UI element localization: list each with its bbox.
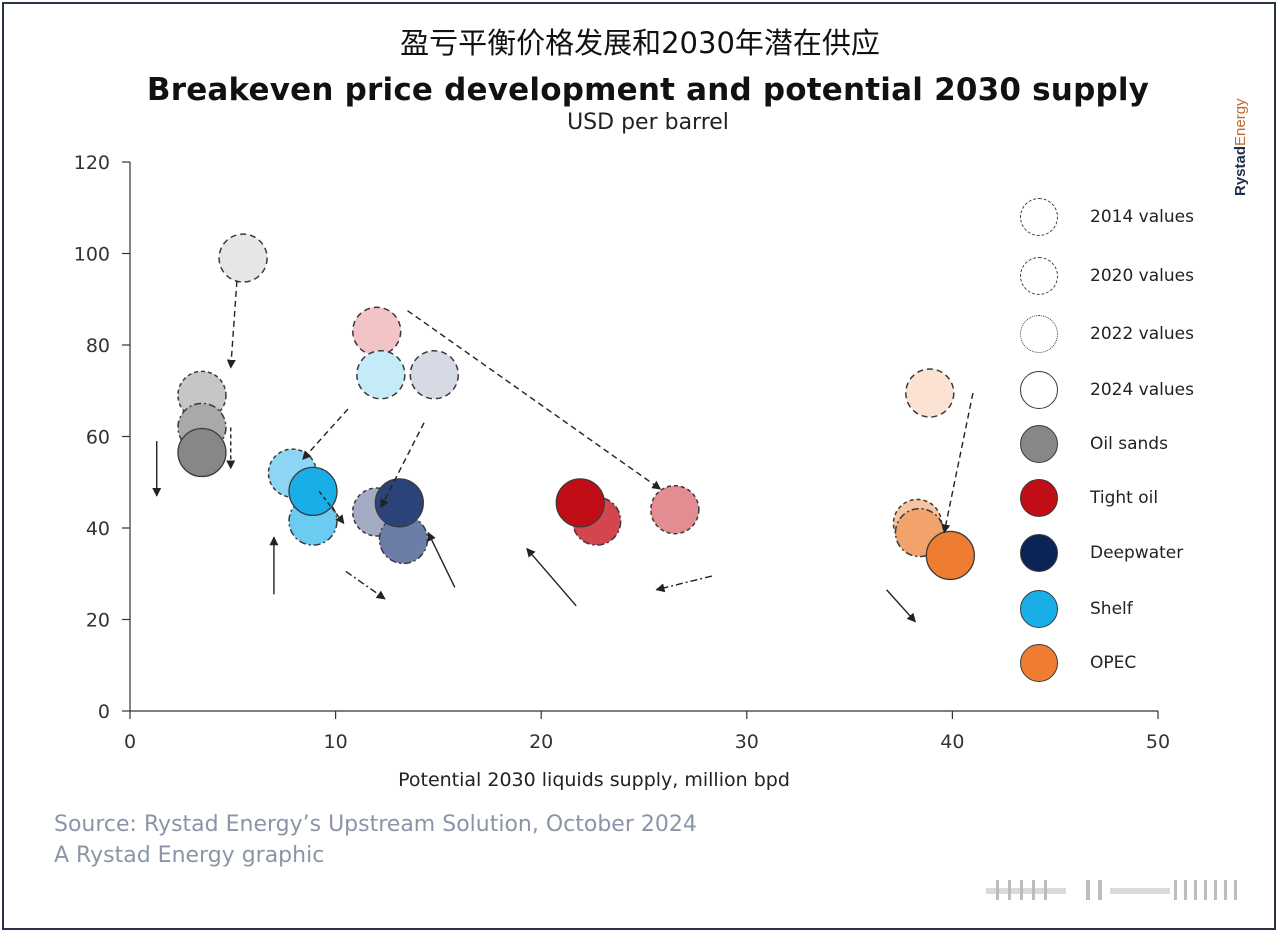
data-point: [288, 466, 338, 517]
trend-arrow: [345, 570, 386, 600]
legend-item: Shelf: [1020, 590, 1133, 628]
data-point: [650, 484, 700, 535]
data-point: [351, 306, 402, 357]
legend-item: 2020 values: [1020, 257, 1194, 295]
legend-item: 2014 values: [1020, 198, 1194, 236]
chart-title: Breakeven price development and potentia…: [146, 72, 1150, 108]
legend-label: Shelf: [1090, 599, 1133, 619]
data-point: [356, 349, 406, 400]
x-tick-label: 50: [1146, 731, 1170, 753]
chinese-title: 盈亏平衡价格发展和2030年潜在供应: [400, 26, 880, 60]
legend-item: Oil sands: [1020, 425, 1168, 463]
x-axis-label: Potential 2030 liquids supply, million b…: [398, 769, 790, 791]
y-tick-label: 60: [86, 427, 110, 449]
legend-label: Tight oil: [1090, 488, 1159, 508]
legend-item: OPEC: [1020, 644, 1136, 682]
x-tick-label: 40: [940, 731, 964, 753]
legend-swatch: [1020, 257, 1058, 295]
trend-arrow: [941, 392, 974, 534]
y-tick-label: 20: [86, 610, 110, 632]
watermark-icon: [986, 880, 1237, 900]
legend-item: Deepwater: [1020, 534, 1183, 572]
y-tick-label: 0: [98, 701, 110, 723]
trend-arrow: [407, 310, 662, 490]
data-point: [218, 233, 268, 283]
data-point: [374, 478, 424, 528]
trend-arrow: [526, 547, 577, 607]
legend-item: 2024 values: [1020, 371, 1194, 409]
data-point: [555, 478, 605, 528]
data-point: [409, 349, 460, 400]
legend-swatch: [1020, 479, 1058, 517]
legend-label: 2020 values: [1090, 266, 1194, 286]
source-note: Source: Rystad Energy’s Upstream Solutio…: [54, 812, 697, 837]
x-tick-label: 30: [735, 731, 759, 753]
legend-swatch: [1020, 315, 1058, 353]
legend-swatch: [1020, 644, 1058, 682]
legend-swatch: [1020, 590, 1058, 628]
legend-swatch: [1020, 198, 1058, 236]
legend-swatch: [1020, 371, 1058, 409]
legend-label: 2022 values: [1090, 324, 1194, 344]
legend-label: 2024 values: [1090, 380, 1194, 400]
legend-label: Oil sands: [1090, 434, 1168, 454]
x-tick-label: 0: [124, 731, 136, 753]
data-point: [378, 514, 429, 565]
trend-arrow: [226, 280, 238, 369]
trend-arrow: [427, 531, 456, 588]
legend-label: Deepwater: [1090, 543, 1184, 563]
credit-note: A Rystad Energy graphic: [54, 843, 325, 868]
chart-subtitle: USD per barrel: [567, 110, 729, 135]
x-tick-label: 20: [529, 731, 553, 753]
legend-swatch: [1020, 534, 1058, 572]
trend-arrow: [655, 575, 713, 593]
data-point: [177, 427, 227, 478]
legend-swatch: [1020, 425, 1058, 463]
legend-label: 2014 values: [1090, 207, 1194, 227]
y-tick-label: 100: [74, 244, 110, 266]
y-tick-label: 40: [86, 518, 110, 540]
legend-label: OPEC: [1090, 653, 1137, 673]
legend-item: Tight oil: [1020, 479, 1158, 517]
y-tick-label: 80: [86, 335, 110, 357]
y-tick-label: 120: [74, 152, 110, 174]
data-point: [925, 530, 975, 581]
trend-arrow: [302, 408, 349, 461]
trend-arrow: [886, 589, 916, 623]
legend-item: 2022 values: [1020, 315, 1194, 353]
trend-arrow: [380, 422, 425, 509]
data-point: [905, 368, 955, 418]
x-tick-label: 10: [324, 731, 348, 753]
